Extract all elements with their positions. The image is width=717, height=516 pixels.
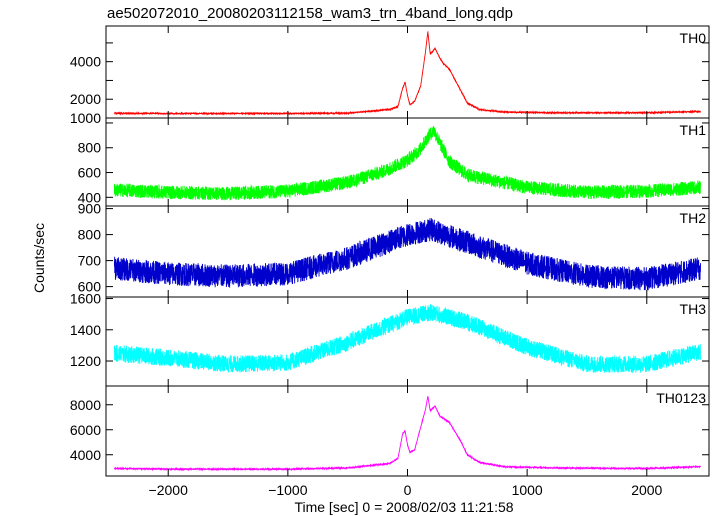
panel-label-th1: TH1 [680, 122, 707, 138]
series-th1-line [113, 125, 701, 201]
x-tick-label: 1000 [512, 482, 543, 498]
y-tick-label: 600 [78, 165, 102, 181]
panel-frame [105, 25, 710, 119]
y-tick-label: 700 [78, 253, 102, 269]
x-tick-label: 0 [404, 482, 412, 498]
series-th2-line [113, 218, 701, 291]
y-tick-label: 1600 [70, 291, 101, 307]
x-tick-label: 2000 [631, 482, 662, 498]
panel-th0123: 4000 6000 8000 TH0123 [70, 385, 710, 477]
y-axis-label: Counts/sec [31, 223, 47, 293]
series-th0-line [113, 30, 701, 116]
y-tick-label: 8000 [70, 397, 101, 413]
x-tick-label: −2000 [149, 482, 189, 498]
y-tick-label: 400 [78, 189, 102, 205]
y-tick-label: 1200 [70, 353, 101, 369]
y-tick-label: 800 [78, 140, 102, 156]
y-tick-label: 1000 [70, 110, 101, 126]
y-tick-label: 800 [78, 227, 102, 243]
panel-label-th0123: TH0123 [656, 390, 706, 406]
y-tick-label: 4000 [70, 447, 101, 463]
panel-label-th2: TH2 [680, 210, 707, 226]
series-th3-line [113, 304, 701, 374]
y-tick-label: 2000 [70, 91, 101, 107]
panel-th1: 400 600 800 TH1 [78, 117, 710, 207]
series-th0123-line [113, 395, 701, 472]
y-tick-label: 6000 [70, 422, 101, 438]
y-tick-label: 900 [78, 201, 102, 217]
panel-th0: 1000 2000 4000 TH0 [70, 25, 710, 126]
y-tick-label: 4000 [70, 54, 101, 70]
panels: 1000 2000 4000 TH0 400 600 800 TH1 600 700 800 900 T… [70, 25, 710, 498]
panel-th2: 600 700 800 900 TH2 [78, 201, 710, 298]
x-tick-label: −1000 [268, 482, 308, 498]
x-axis-label: Time [sec] 0 = 2008/02/03 11:21:58 [294, 499, 513, 515]
chart-title: ae502072010_20080203112158_wam3_trn_4ban… [107, 5, 513, 22]
panel-label-th0: TH0 [680, 30, 707, 46]
x-tick-labels: −2000 −1000 0 1000 2000 [149, 482, 663, 498]
panel-label-th3: TH3 [680, 301, 707, 317]
panel-th3: 1200 1400 1600 TH3 [70, 291, 710, 387]
y-tick-label: 1400 [70, 322, 101, 338]
y-tick-label: 600 [78, 279, 102, 295]
panel-frame [105, 385, 710, 477]
